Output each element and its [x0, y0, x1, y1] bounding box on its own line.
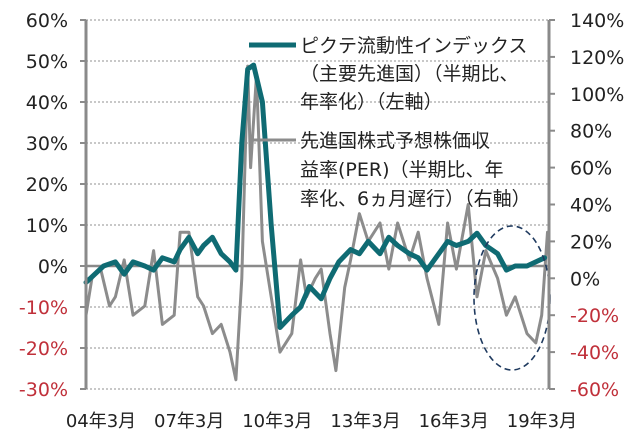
legend: ピクテ流動性インデックス （主要先進国）（半期比、 年率化）（左軸） 先進国株式… — [249, 35, 531, 210]
x-tick-label: 13年3月 — [330, 411, 400, 432]
x-axis-labels: 04年3月 07年3月 10年3月 13年3月 16年3月 19年3月 — [66, 411, 577, 432]
gridlines — [86, 19, 549, 390]
legend-liquidity-line-1: ピクテ流動性インデックス — [300, 35, 527, 57]
left-axis-ticks: 60% 50% 40% 30% 20% 10% 0% -10% -20% -30% — [19, 10, 86, 401]
right-tick-label: -60% — [570, 379, 619, 401]
series-lines — [83, 62, 549, 382]
left-tick-label: 60% — [26, 10, 68, 32]
x-tick-label: 07年3月 — [154, 411, 224, 432]
right-tick-label: -20% — [570, 305, 619, 327]
left-tick-label: 40% — [26, 92, 68, 114]
left-tick-label: 0% — [38, 256, 68, 278]
legend-liquidity-line-2: （主要先進国）（半期比、 — [300, 63, 519, 85]
legend-per-line-3: 率化、6ヵ月遅行）（右軸） — [300, 188, 531, 210]
x-tick-label: 04年3月 — [66, 411, 136, 432]
left-tick-label: 20% — [26, 174, 68, 196]
legend-per-line-2: 益率(PER)（半期比、年 — [300, 159, 504, 181]
right-tick-label: 120% — [570, 47, 624, 69]
left-tick-label: -20% — [19, 338, 68, 360]
x-tick-label: 19年3月 — [507, 411, 577, 432]
left-tick-label: -10% — [19, 297, 68, 319]
right-tick-label: 60% — [570, 158, 612, 180]
left-tick-label: 10% — [26, 215, 68, 237]
x-tick-label: 16年3月 — [419, 411, 489, 432]
left-tick-label: 30% — [26, 133, 68, 155]
liquidity-index-line — [83, 62, 548, 330]
legend-per-line-1: 先進国株式予想株価収 — [300, 130, 490, 152]
legend-liquidity-line-3: 年率化）（左軸） — [300, 91, 443, 113]
right-tick-label: -40% — [570, 342, 619, 364]
left-tick-label: -30% — [19, 379, 68, 401]
right-tick-label: 80% — [570, 121, 612, 143]
right-tick-label: 140% — [570, 10, 624, 32]
right-tick-label: 100% — [570, 84, 624, 106]
right-tick-label: 0% — [570, 268, 600, 290]
right-tick-label: 40% — [570, 195, 612, 217]
x-tick-label: 10年3月 — [242, 411, 312, 432]
left-tick-label: 50% — [26, 51, 68, 73]
per-line — [84, 64, 549, 382]
right-axis-ticks: 140% 120% 100% 80% 60% 40% 20% 0% -20% -40% -60% — [549, 10, 624, 401]
right-tick-label: 20% — [570, 231, 612, 253]
